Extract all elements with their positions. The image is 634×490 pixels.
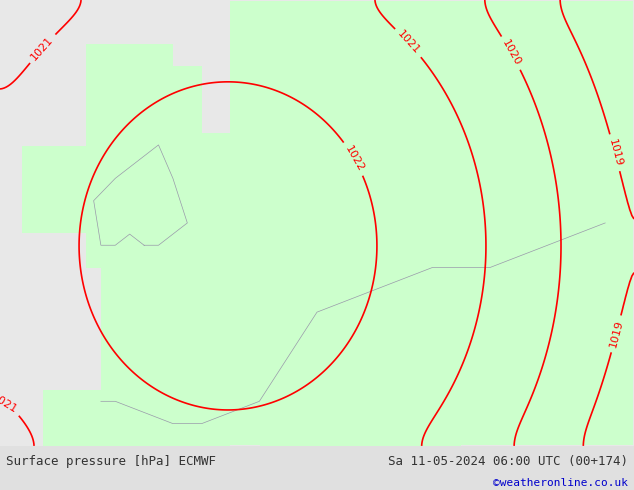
Text: 1022: 1022 [343,144,365,173]
Text: 1021: 1021 [29,35,56,62]
Text: 1019: 1019 [607,138,623,168]
Text: 1019: 1019 [608,319,624,349]
Text: 1020: 1020 [500,38,522,68]
Text: Surface pressure [hPa] ECMWF: Surface pressure [hPa] ECMWF [6,455,216,468]
Text: 1021: 1021 [395,29,422,56]
Text: ©weatheronline.co.uk: ©weatheronline.co.uk [493,478,628,489]
Text: Sa 11-05-2024 06:00 UTC (00+174): Sa 11-05-2024 06:00 UTC (00+174) [387,455,628,468]
Text: 1021: 1021 [0,392,19,415]
